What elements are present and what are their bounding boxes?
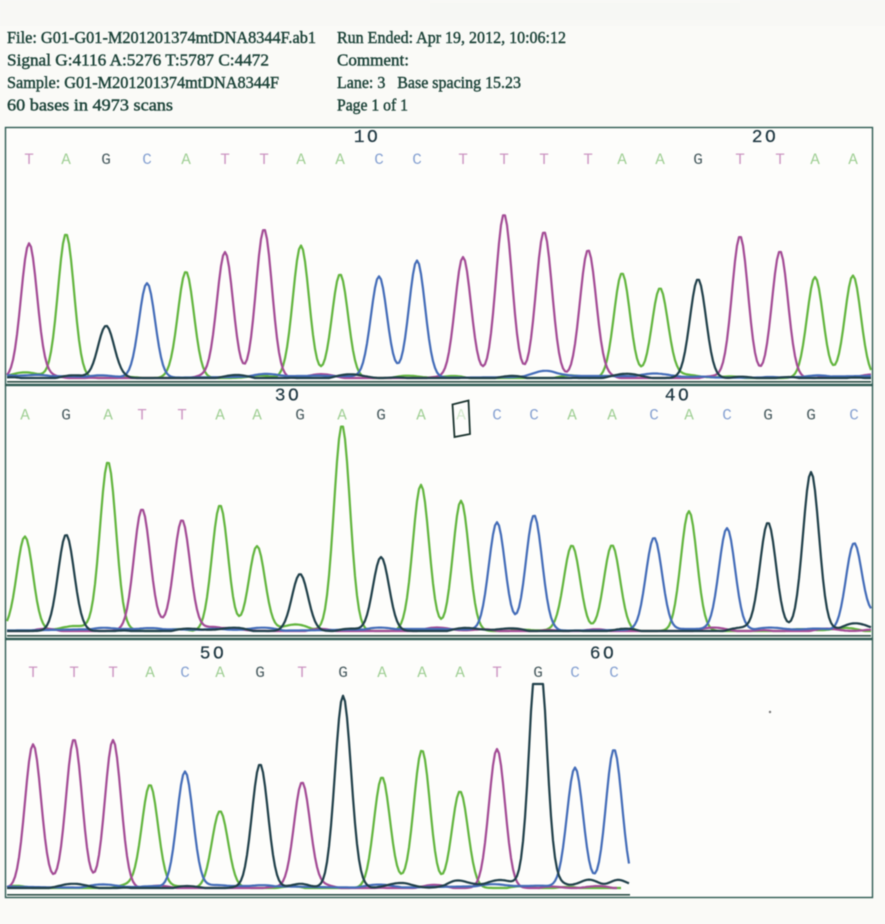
svg-text:A: A xyxy=(377,664,387,682)
svg-text:G: G xyxy=(338,664,348,682)
svg-text:Signal G:4116 A:5276 T:5787 C:: Signal G:4116 A:5276 T:5787 C:4472 xyxy=(7,51,269,70)
svg-text:A: A xyxy=(456,407,466,425)
svg-text:A: A xyxy=(215,664,225,682)
svg-text:G: G xyxy=(101,151,111,169)
svg-text:A: A xyxy=(607,407,617,425)
svg-text:T: T xyxy=(24,151,34,169)
svg-text:5O: 5O xyxy=(200,645,227,665)
svg-text:60 bases in 4973 scans: 60 bases in 4973 scans xyxy=(7,96,173,115)
svg-text:G: G xyxy=(61,407,71,425)
svg-text:Comment:: Comment: xyxy=(337,51,409,70)
svg-text:C: C xyxy=(649,407,659,425)
svg-text:A: A xyxy=(181,151,191,169)
svg-text:G: G xyxy=(376,407,386,425)
svg-text:T: T xyxy=(458,151,468,169)
svg-text:C: C xyxy=(412,151,422,169)
svg-text:A: A xyxy=(103,407,113,425)
svg-text:A: A xyxy=(252,407,262,425)
svg-text:T: T xyxy=(735,151,745,169)
svg-text:T: T xyxy=(28,664,38,682)
svg-text:A: A xyxy=(20,407,30,425)
svg-text:Run Ended: Apr 19, 2012, 10:06: Run Ended: Apr 19, 2012, 10:06:12 xyxy=(337,28,566,47)
svg-text:C: C xyxy=(570,664,580,682)
svg-text:T: T xyxy=(539,151,549,169)
svg-text:C: C xyxy=(142,151,152,169)
svg-text:A: A xyxy=(810,151,820,169)
svg-text:A: A xyxy=(296,151,306,169)
svg-text:T: T xyxy=(259,151,269,169)
svg-text:C: C xyxy=(492,407,502,425)
svg-text:G: G xyxy=(806,407,816,425)
svg-text:T: T xyxy=(220,151,230,169)
svg-text:A: A xyxy=(567,407,577,425)
svg-text:A: A xyxy=(335,151,345,169)
svg-text:3O: 3O xyxy=(275,387,302,407)
svg-text:C: C xyxy=(529,407,539,425)
svg-text:G: G xyxy=(763,407,773,425)
svg-text:C: C xyxy=(609,664,619,682)
svg-text:A: A xyxy=(617,151,627,169)
svg-text:Lane: 3 Base spacing 15.23: Lane: 3 Base spacing 15.23 xyxy=(337,73,521,92)
svg-text:6O: 6O xyxy=(590,645,617,665)
svg-text:G: G xyxy=(295,407,305,425)
svg-text:A: A xyxy=(684,407,694,425)
svg-text:T: T xyxy=(297,664,307,682)
svg-text:T: T xyxy=(108,664,118,682)
svg-text:C: C xyxy=(849,407,859,425)
svg-text:C: C xyxy=(374,151,384,169)
svg-text:T: T xyxy=(69,664,79,682)
svg-text:A: A xyxy=(61,151,71,169)
svg-text:File: G01-G01-M201201374mtDNA8: File: G01-G01-M201201374mtDNA8344F.ab1 xyxy=(7,28,316,47)
svg-text:G: G xyxy=(255,664,265,682)
svg-text:G: G xyxy=(533,664,543,682)
svg-text:Page 1 of 1: Page 1 of 1 xyxy=(337,96,408,115)
svg-text:A: A xyxy=(655,151,665,169)
svg-text:G: G xyxy=(693,151,703,169)
svg-text:T: T xyxy=(583,151,593,169)
svg-text:C: C xyxy=(180,664,190,682)
svg-text:A: A xyxy=(215,407,225,425)
svg-text:A: A xyxy=(145,664,155,682)
svg-text:C: C xyxy=(722,407,732,425)
svg-text:T: T xyxy=(177,407,187,425)
svg-text:T: T xyxy=(775,151,785,169)
svg-text:A: A xyxy=(337,407,347,425)
svg-text:2O: 2O xyxy=(752,128,779,148)
svg-text:A: A xyxy=(848,151,858,169)
svg-text:1O: 1O xyxy=(354,128,381,148)
svg-text:T: T xyxy=(492,664,502,682)
svg-text:4O: 4O xyxy=(665,387,692,407)
svg-text:T: T xyxy=(499,151,509,169)
svg-text:A: A xyxy=(416,407,426,425)
svg-text:T: T xyxy=(137,407,147,425)
svg-text:A: A xyxy=(417,664,427,682)
svg-text:Sample: G01-M201201374mtDNA834: Sample: G01-M201201374mtDNA8344F xyxy=(7,73,279,92)
svg-text:A: A xyxy=(455,664,465,682)
